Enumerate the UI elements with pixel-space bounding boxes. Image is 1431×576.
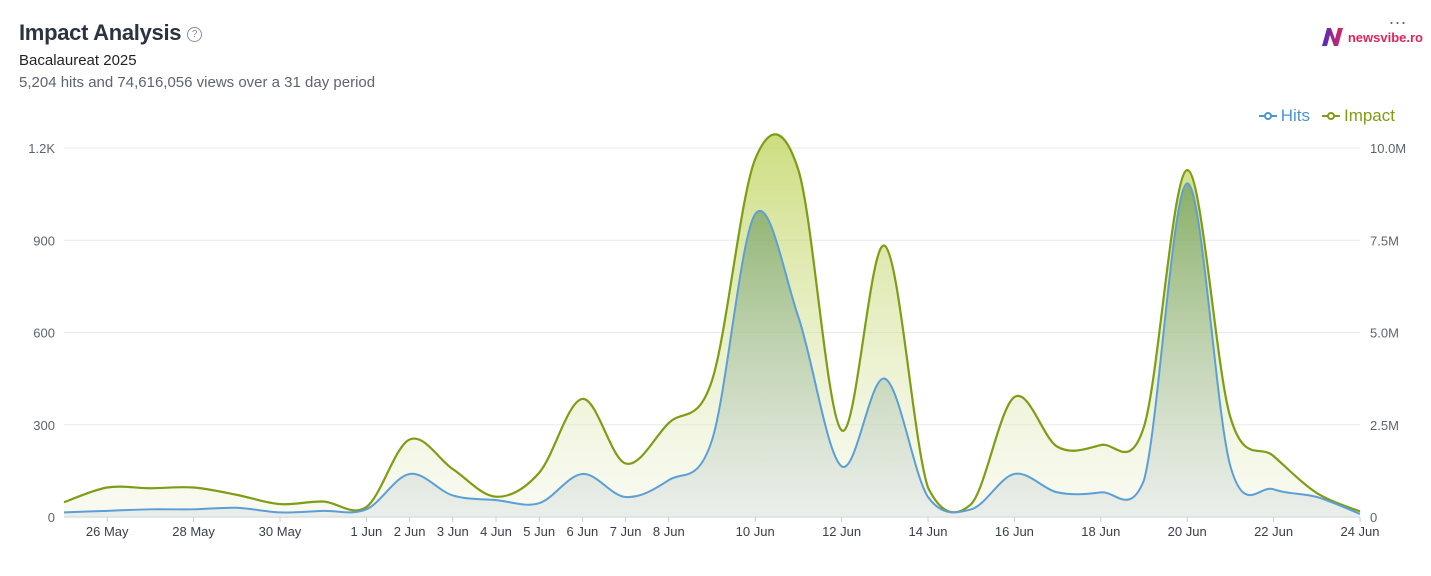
chart-subtitle: Bacalaureat 2025 — [19, 52, 137, 69]
x-tick-label: 4 Jun — [480, 524, 512, 539]
impact-area — [64, 134, 1360, 517]
x-tick-label: 14 Jun — [908, 524, 947, 539]
y-right-tick-label: 10.0M — [1370, 141, 1406, 156]
line-marker-icon — [1321, 112, 1340, 120]
x-tick-label: 8 Jun — [653, 524, 685, 539]
x-tick-label: 7 Jun — [610, 524, 642, 539]
question-circle-icon[interactable]: ? — [187, 26, 203, 42]
more-dots-icon[interactable]: ... — [1388, 8, 1407, 28]
y-left-tick-label: 600 — [33, 326, 55, 341]
hits-area — [64, 183, 1360, 517]
y-left-tick-label: 1.2K — [28, 141, 55, 156]
brand-text: newsvibe.ro — [1347, 29, 1423, 45]
impact-series-line — [63, 133, 1361, 514]
x-tick-label: 24 Jun — [1340, 524, 1379, 539]
chart-legend: Hits Impact — [1258, 106, 1395, 126]
x-tick-label: 5 Jun — [523, 524, 555, 539]
x-tick-label: 30 May — [259, 524, 302, 539]
x-tick-label: 10 Jun — [736, 524, 775, 539]
y-left-tick-label: 900 — [33, 233, 55, 248]
chart-summary: 5,204 hits and 74,616,056 views over a 3… — [19, 74, 376, 91]
y-right-tick-label: 0 — [1370, 510, 1377, 525]
x-tick-label: 22 Jun — [1254, 524, 1293, 539]
legend-label-impact: Impact — [1343, 106, 1395, 125]
legend-label-hits: Hits — [1280, 106, 1310, 125]
y-right-tick-label: 5.0M — [1370, 326, 1399, 341]
chart-header: Impact Analysis ? Bacalaureat 2025 5,204… — [19, 20, 375, 91]
x-tick-label: 28 May — [172, 524, 215, 539]
y-left-tick-label: 0 — [48, 510, 55, 525]
x-tick-label: 26 May — [86, 524, 129, 539]
x-tick-label: 16 Jun — [995, 524, 1034, 539]
x-tick-label: 1 Jun — [350, 524, 382, 539]
chart-title: Impact Analysis — [19, 20, 182, 45]
hits-series-line — [63, 182, 1361, 515]
x-tick-label: 2 Jun — [394, 524, 426, 539]
line-marker-icon — [1258, 112, 1277, 120]
x-tick-label: 3 Jun — [437, 524, 469, 539]
brand-logo: newsvibe.ro — [1320, 26, 1423, 48]
y-right-tick-label: 2.5M — [1370, 418, 1399, 433]
legend-item-impact[interactable]: Impact — [1321, 106, 1395, 126]
x-tick-label: 20 Jun — [1168, 524, 1207, 539]
y-left-tick-label: 300 — [33, 418, 55, 433]
x-tick-label: 18 Jun — [1081, 524, 1120, 539]
y-right-tick-label: 7.5M — [1370, 233, 1399, 248]
title-row: Impact Analysis ? — [19, 20, 375, 46]
x-tick-label: 12 Jun — [822, 524, 861, 539]
newsvibe-logo-icon — [1321, 28, 1343, 46]
x-tick-label: 6 Jun — [566, 524, 598, 539]
legend-item-hits[interactable]: Hits — [1258, 106, 1310, 126]
